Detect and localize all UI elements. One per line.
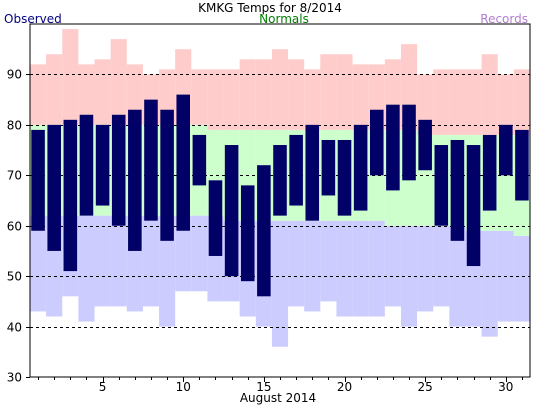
- observed-temp-bar: [466, 145, 481, 267]
- observed-temp-bar: [95, 124, 110, 206]
- record-low-bar: [94, 215, 111, 307]
- observed-temp-bar: [224, 145, 239, 277]
- y-tick-label: 50: [7, 270, 22, 284]
- record-low-bar: [110, 215, 127, 307]
- observed-temp-bar: [240, 185, 255, 282]
- record-high-bar: [320, 54, 337, 130]
- record-high-bar: [336, 54, 353, 130]
- record-low-bar: [320, 220, 337, 302]
- observed-temp-bar: [402, 104, 416, 181]
- record-low-bar: [78, 215, 95, 322]
- record-high-bar: [207, 69, 224, 130]
- x-tick-label: 30: [498, 380, 513, 394]
- record-high-bar: [271, 49, 289, 130]
- observed-temp-bar: [515, 129, 529, 201]
- record-high-bar: [46, 54, 63, 125]
- observed-temp-bar: [111, 114, 126, 226]
- record-high-bar: [30, 64, 47, 125]
- observed-temp-bar: [450, 139, 465, 241]
- record-low-bar: [175, 215, 192, 292]
- observed-temp-bar: [353, 124, 368, 211]
- y-tick-label: 30: [7, 371, 22, 385]
- observed-temp-bar: [208, 180, 223, 256]
- record-low-bar: [288, 220, 305, 307]
- observed-temp-bar: [257, 165, 271, 297]
- record-high-bar: [191, 69, 208, 125]
- record-low-bar: [481, 230, 498, 337]
- x-tick-label: 15: [256, 380, 271, 394]
- record-high-bar: [497, 74, 514, 135]
- record-low-bar: [417, 225, 434, 312]
- observed-temp-bar: [31, 129, 45, 231]
- record-high-bar: [255, 59, 272, 130]
- record-low-bar: [352, 220, 369, 317]
- observed-temp-bar: [273, 145, 287, 216]
- axes-layer: 30 40 50 60 70 80 90 5 10 15 20 25 30: [7, 68, 523, 394]
- record-high-bar: [513, 69, 530, 135]
- record-low-bar: [159, 215, 176, 327]
- x-tick-label: 5: [99, 380, 107, 394]
- y-tick-label: 60: [7, 220, 22, 234]
- observed-temp-bar: [63, 119, 78, 272]
- legend-normals: Normals: [259, 12, 309, 26]
- record-high-bar: [78, 64, 95, 125]
- y-tick-label: 40: [7, 321, 22, 335]
- x-tick-label: 20: [337, 380, 352, 394]
- observed-temp-bar: [144, 99, 158, 221]
- record-high-bar: [239, 59, 256, 130]
- observed-temp-bar: [176, 94, 190, 231]
- record-low-bar: [271, 220, 289, 347]
- observed-layer: [31, 94, 529, 297]
- record-low-bar: [368, 220, 385, 317]
- observed-temp-bar: [386, 104, 400, 191]
- record-low-bar: [304, 220, 321, 312]
- observed-temp-bar: [434, 145, 449, 226]
- y-tick-label: 90: [7, 68, 22, 82]
- x-tick-label: 25: [418, 380, 433, 394]
- record-high-bar: [481, 54, 498, 135]
- observed-temp-bar: [370, 109, 384, 176]
- record-high-bar: [110, 39, 127, 125]
- observed-temp-bar: [192, 134, 207, 186]
- observed-temp-bar: [305, 124, 320, 221]
- y-tick-label: 70: [7, 169, 22, 183]
- record-high-bar: [449, 69, 466, 135]
- observed-temp-bar: [160, 109, 174, 241]
- record-low-bar: [142, 215, 160, 307]
- record-high-bar: [352, 64, 369, 130]
- record-low-bar: [513, 235, 530, 322]
- observed-temp-bar: [79, 114, 94, 216]
- record-high-bar: [62, 29, 79, 125]
- record-high-bar: [94, 59, 111, 125]
- record-low-bar: [336, 220, 353, 317]
- record-high-bar: [304, 69, 321, 130]
- record-low-bar: [384, 225, 401, 307]
- observed-temp-bar: [499, 124, 513, 176]
- observed-temp-bar: [337, 139, 352, 216]
- record-high-bar: [223, 69, 240, 130]
- record-high-bar: [288, 59, 305, 130]
- observed-temp-bar: [47, 124, 61, 251]
- observed-temp-bar: [418, 119, 432, 171]
- observed-temp-bar: [128, 109, 142, 251]
- record-high-bar: [465, 69, 482, 135]
- record-high-bar: [433, 69, 450, 135]
- observed-temp-bar: [321, 139, 336, 196]
- x-axis-label: August 2014: [240, 391, 316, 405]
- y-tick-label: 80: [7, 119, 22, 133]
- record-low-bar: [433, 225, 450, 307]
- observed-temp-bar: [482, 134, 497, 211]
- record-low-bar: [191, 215, 208, 292]
- legend-records: Records: [480, 12, 528, 26]
- chart-title: KMKG Temps for 8/2014: [198, 1, 342, 15]
- record-low-bar: [30, 215, 47, 312]
- legend-observed: Observed: [4, 12, 62, 26]
- observed-temp-bar: [289, 134, 303, 206]
- x-tick-label: 10: [176, 380, 191, 394]
